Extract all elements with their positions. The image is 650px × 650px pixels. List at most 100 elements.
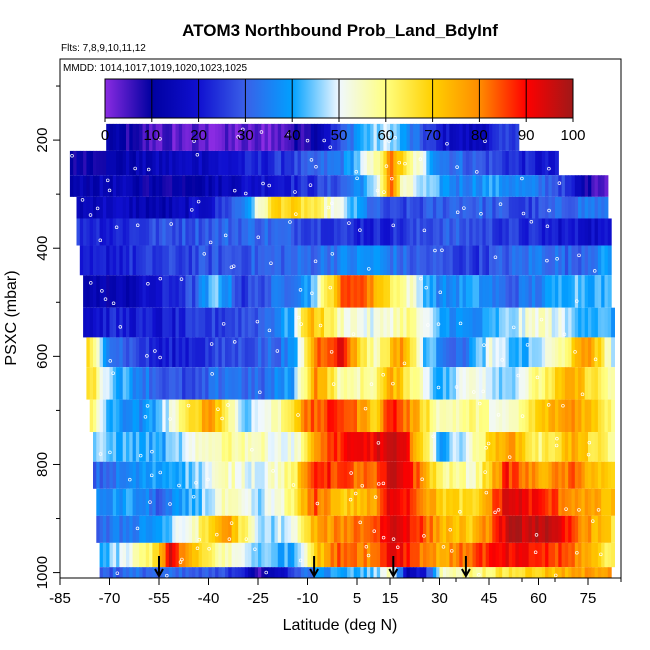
heatmap-cell xyxy=(512,275,516,308)
heatmap-cell xyxy=(218,567,223,578)
heatmap-cell xyxy=(429,399,434,433)
heatmap-cell xyxy=(390,432,394,462)
heatmap-cell xyxy=(126,275,130,308)
heatmap-cell xyxy=(393,196,398,219)
heatmap-cell xyxy=(274,488,279,516)
heatmap-cell xyxy=(343,123,348,151)
heatmap-cell xyxy=(485,196,490,219)
heatmap-cell xyxy=(459,488,464,516)
heatmap-cell xyxy=(310,218,315,246)
heatmap-cell xyxy=(106,542,111,568)
heatmap-cell xyxy=(597,196,602,219)
heatmap-cell xyxy=(604,307,609,338)
heatmap-cell xyxy=(201,399,206,433)
heatmap-cell xyxy=(413,461,417,489)
sample-point xyxy=(436,322,441,326)
heatmap-cell xyxy=(538,196,543,219)
heatmap-cell xyxy=(363,542,368,568)
heatmap-cell xyxy=(396,542,401,568)
heatmap-cell xyxy=(469,567,474,578)
heatmap-cell xyxy=(195,367,200,400)
heatmap-cell xyxy=(96,218,101,246)
heatmap-cell xyxy=(208,123,213,151)
heatmap-cell xyxy=(221,488,226,516)
heatmap-cell xyxy=(228,123,233,151)
heatmap-cell xyxy=(162,542,167,568)
heatmap-cell xyxy=(228,461,233,489)
heatmap-cell xyxy=(126,542,130,568)
heatmap-cell xyxy=(535,488,540,516)
heatmap-cell xyxy=(231,337,236,368)
heatmap-cell xyxy=(330,175,335,197)
heatmap-cell xyxy=(403,175,408,197)
heatmap-cell xyxy=(442,399,447,433)
heatmap-cell xyxy=(112,367,117,400)
heatmap-cell xyxy=(135,461,140,489)
heatmap-cell xyxy=(489,432,493,462)
heatmap-cell xyxy=(135,337,140,368)
heatmap-cell xyxy=(317,196,322,219)
heatmap-cell xyxy=(195,399,200,433)
heatmap-cell xyxy=(419,488,424,516)
heatmap-cell xyxy=(439,175,444,197)
heatmap-band xyxy=(96,488,615,516)
heatmap-cell xyxy=(307,542,312,568)
sample-point xyxy=(310,291,314,296)
heatmap-cell xyxy=(185,542,190,568)
heatmap-cell xyxy=(601,542,606,568)
heatmap-cell xyxy=(396,488,401,516)
heatmap-cell xyxy=(340,123,345,151)
heatmap-cell xyxy=(267,196,272,219)
sample-point xyxy=(105,178,110,183)
heatmap-cell xyxy=(264,218,269,246)
heatmap-cell xyxy=(244,245,249,276)
heatmap-cell xyxy=(502,432,507,462)
heatmap-cell xyxy=(261,337,266,368)
heatmap-cell xyxy=(360,432,365,462)
heatmap-cell xyxy=(195,275,200,308)
heatmap-cell xyxy=(116,432,120,462)
heatmap-cell xyxy=(432,542,437,568)
heatmap-cell xyxy=(416,567,421,578)
heatmap-cell xyxy=(360,567,365,578)
heatmap-cell xyxy=(162,218,167,246)
sample-point xyxy=(261,181,265,186)
sample-point xyxy=(432,585,435,588)
heatmap-cell xyxy=(185,307,190,338)
heatmap-cell xyxy=(333,432,338,462)
heatmap-cell xyxy=(393,542,398,568)
heatmap-cell xyxy=(340,461,345,489)
heatmap-cell xyxy=(297,367,302,400)
heatmap-cell xyxy=(574,175,579,197)
heatmap-cell xyxy=(574,542,579,568)
sample-point xyxy=(431,434,435,439)
heatmap-cell xyxy=(479,488,483,516)
heatmap-cell xyxy=(429,275,434,308)
heatmap-cell xyxy=(390,337,394,368)
heatmap-cell xyxy=(531,488,536,516)
heatmap-cell xyxy=(254,542,259,568)
heatmap-band xyxy=(99,567,612,588)
x-tick-label: 30 xyxy=(431,590,448,607)
heatmap-cell xyxy=(495,542,500,568)
sample-point xyxy=(146,282,150,286)
heatmap-cell xyxy=(442,175,447,197)
heatmap-cell xyxy=(274,175,279,197)
heatmap-cell xyxy=(215,123,219,151)
sample-point xyxy=(458,510,462,514)
heatmap-cell xyxy=(366,123,371,151)
heatmap-cell xyxy=(281,275,285,308)
heatmap-cell xyxy=(86,307,91,338)
heatmap-cell xyxy=(360,196,365,219)
heatmap-cell xyxy=(195,461,200,489)
heatmap-cell xyxy=(584,432,589,462)
heatmap-cell xyxy=(149,461,153,489)
heatmap-cell xyxy=(175,218,180,246)
heatmap-cell xyxy=(139,150,144,176)
heatmap-cell xyxy=(462,123,467,151)
heatmap-cell xyxy=(126,432,130,462)
heatmap-cell xyxy=(479,275,483,308)
heatmap-cell xyxy=(175,307,180,338)
heatmap-cell xyxy=(555,275,559,308)
